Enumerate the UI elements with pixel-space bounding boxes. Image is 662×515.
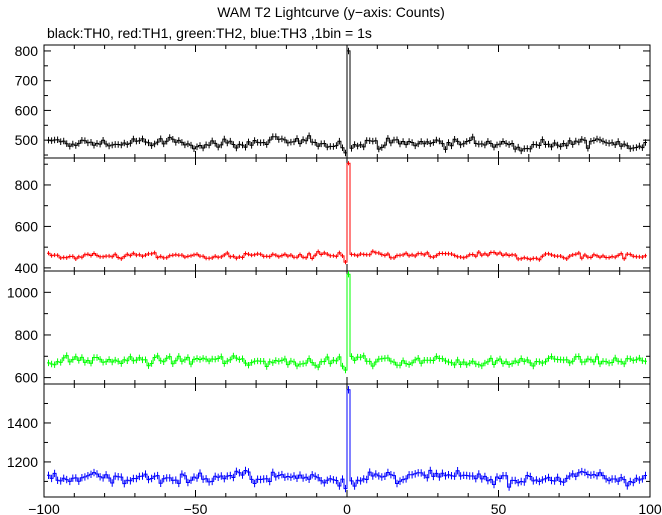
series-line-TH2 <box>47 273 647 371</box>
y-tick-label: 800 <box>15 43 39 59</box>
series-line-TH3 <box>47 389 647 490</box>
y-tick-label: 1000 <box>7 284 38 300</box>
y-tick-label: 1400 <box>7 415 38 431</box>
x-tick-label: −50 <box>184 501 208 515</box>
y-tick-label: 600 <box>15 102 39 118</box>
y-tick-label: 500 <box>15 132 39 148</box>
y-tick-label: 400 <box>15 260 39 276</box>
x-tick-label: 50 <box>491 501 507 515</box>
chart-subtitle: black:TH0, red:TH1, green:TH2, blue:TH3 … <box>47 25 372 41</box>
series-line-TH0 <box>47 50 647 154</box>
y-tick-label: 700 <box>15 73 39 89</box>
y-tick-label: 600 <box>15 218 39 234</box>
x-tick-label: 0 <box>343 501 351 515</box>
y-tick-label: 600 <box>15 370 39 386</box>
x-tick-label: 100 <box>638 501 662 515</box>
series-line-TH1 <box>47 162 647 263</box>
y-tick-label: 800 <box>15 177 39 193</box>
y-tick-label: 800 <box>15 327 39 343</box>
chart-title: WAM T2 Lightcurve (y−axis: Counts) <box>217 4 445 20</box>
x-tick-label: −100 <box>28 501 60 515</box>
y-tick-label: 1200 <box>7 454 38 470</box>
